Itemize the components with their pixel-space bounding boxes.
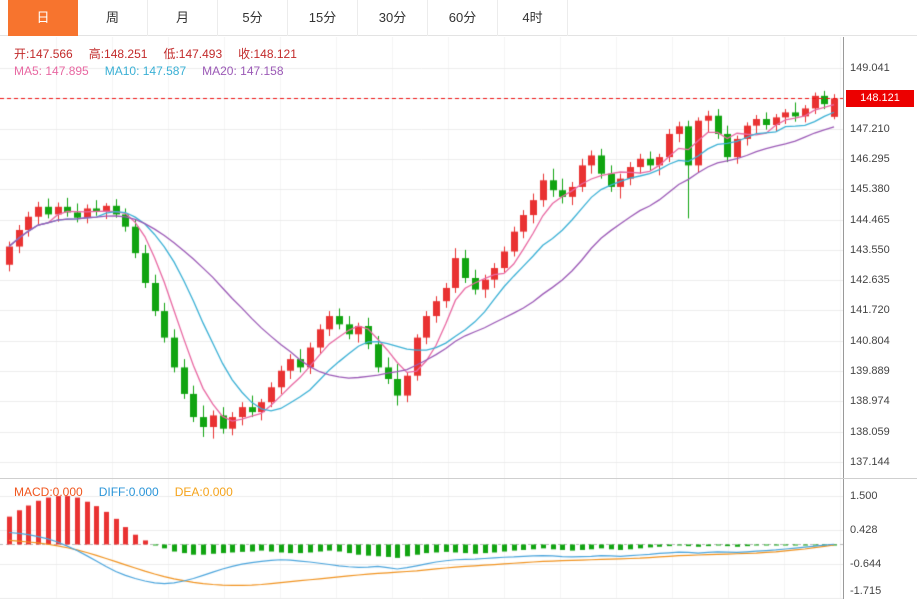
ma20-value: MA20: 147.158 bbox=[202, 64, 284, 78]
macd-chart[interactable] bbox=[0, 479, 843, 599]
macd-y-axis: 1.500 0.428 -0.644 -1.715 bbox=[843, 479, 917, 599]
macd-panel: MACD:0.000 DIFF:0.000 DEA:0.000 1.500 0.4… bbox=[0, 478, 917, 599]
price-axis-label: 142.635 bbox=[850, 274, 890, 287]
tab-4hour[interactable]: 4时 bbox=[498, 0, 568, 36]
ohlc-open-value: 开:147.566 bbox=[14, 47, 73, 61]
ma-legend: MA5: 147.895 MA10: 147.587 MA20: 147.158 bbox=[14, 64, 284, 78]
tab-month[interactable]: 月 bbox=[148, 0, 218, 36]
macd-legend: MACD:0.000 DIFF:0.000 DEA:0.000 bbox=[14, 485, 233, 499]
tab-week[interactable]: 周 bbox=[78, 0, 148, 36]
tab-30min[interactable]: 30分 bbox=[358, 0, 428, 36]
price-axis-label: 140.804 bbox=[850, 334, 890, 347]
price-y-axis: 148.121 149.041 147.210 146.295 145.380 144.… bbox=[843, 37, 917, 478]
price-axis-label: 141.720 bbox=[850, 304, 890, 317]
tab-5min[interactable]: 5分 bbox=[218, 0, 288, 36]
macd-axis-label: -0.644 bbox=[850, 558, 882, 571]
dea-value: DEA:0.000 bbox=[174, 485, 233, 499]
price-axis-label: 137.144 bbox=[850, 456, 890, 468]
price-axis-label: 145.380 bbox=[850, 183, 890, 196]
ohlc-low-value: 低:147.493 bbox=[163, 47, 223, 61]
ma10-value: MA10: 147.587 bbox=[104, 64, 187, 78]
ma5-value: MA5: 147.895 bbox=[14, 64, 89, 78]
price-axis-label: 143.550 bbox=[850, 243, 890, 256]
macd-axis-label: -1.715 bbox=[850, 585, 882, 597]
macd-axis-label: 0.428 bbox=[850, 524, 878, 536]
candlestick-chart[interactable] bbox=[0, 37, 843, 478]
diff-value: DIFF:0.000 bbox=[98, 485, 159, 499]
price-axis-label: 146.295 bbox=[850, 152, 890, 165]
tab-day[interactable]: 日 bbox=[8, 0, 78, 36]
ohlc-high-value: 高:148.251 bbox=[88, 47, 148, 61]
timeframe-tabbar: 日 周 月 5分 15分 30分 60分 4时 bbox=[0, 0, 917, 36]
price-axis-label: 138.059 bbox=[850, 425, 890, 438]
price-axis-label: 138.974 bbox=[850, 395, 890, 408]
ohlc-legend: 开:147.566 高:148.251 低:147.493 收:148.121 bbox=[14, 45, 297, 62]
price-axis-label: 139.889 bbox=[850, 365, 890, 378]
macd-value: MACD:0.000 bbox=[14, 485, 83, 499]
price-axis-label: 147.210 bbox=[850, 122, 890, 135]
ohlc-close-value: 收:148.121 bbox=[238, 47, 297, 61]
macd-axis-label: 1.500 bbox=[850, 490, 878, 502]
current-price-tag: 148.121 bbox=[846, 90, 914, 108]
price-axis-label: 149.041 bbox=[850, 62, 890, 74]
price-axis-label: 144.465 bbox=[850, 213, 890, 226]
tab-15min[interactable]: 15分 bbox=[288, 0, 358, 36]
tab-60min[interactable]: 60分 bbox=[428, 0, 498, 36]
price-chart-panel: 开:147.566 高:148.251 低:147.493 收:148.121 … bbox=[0, 37, 917, 478]
